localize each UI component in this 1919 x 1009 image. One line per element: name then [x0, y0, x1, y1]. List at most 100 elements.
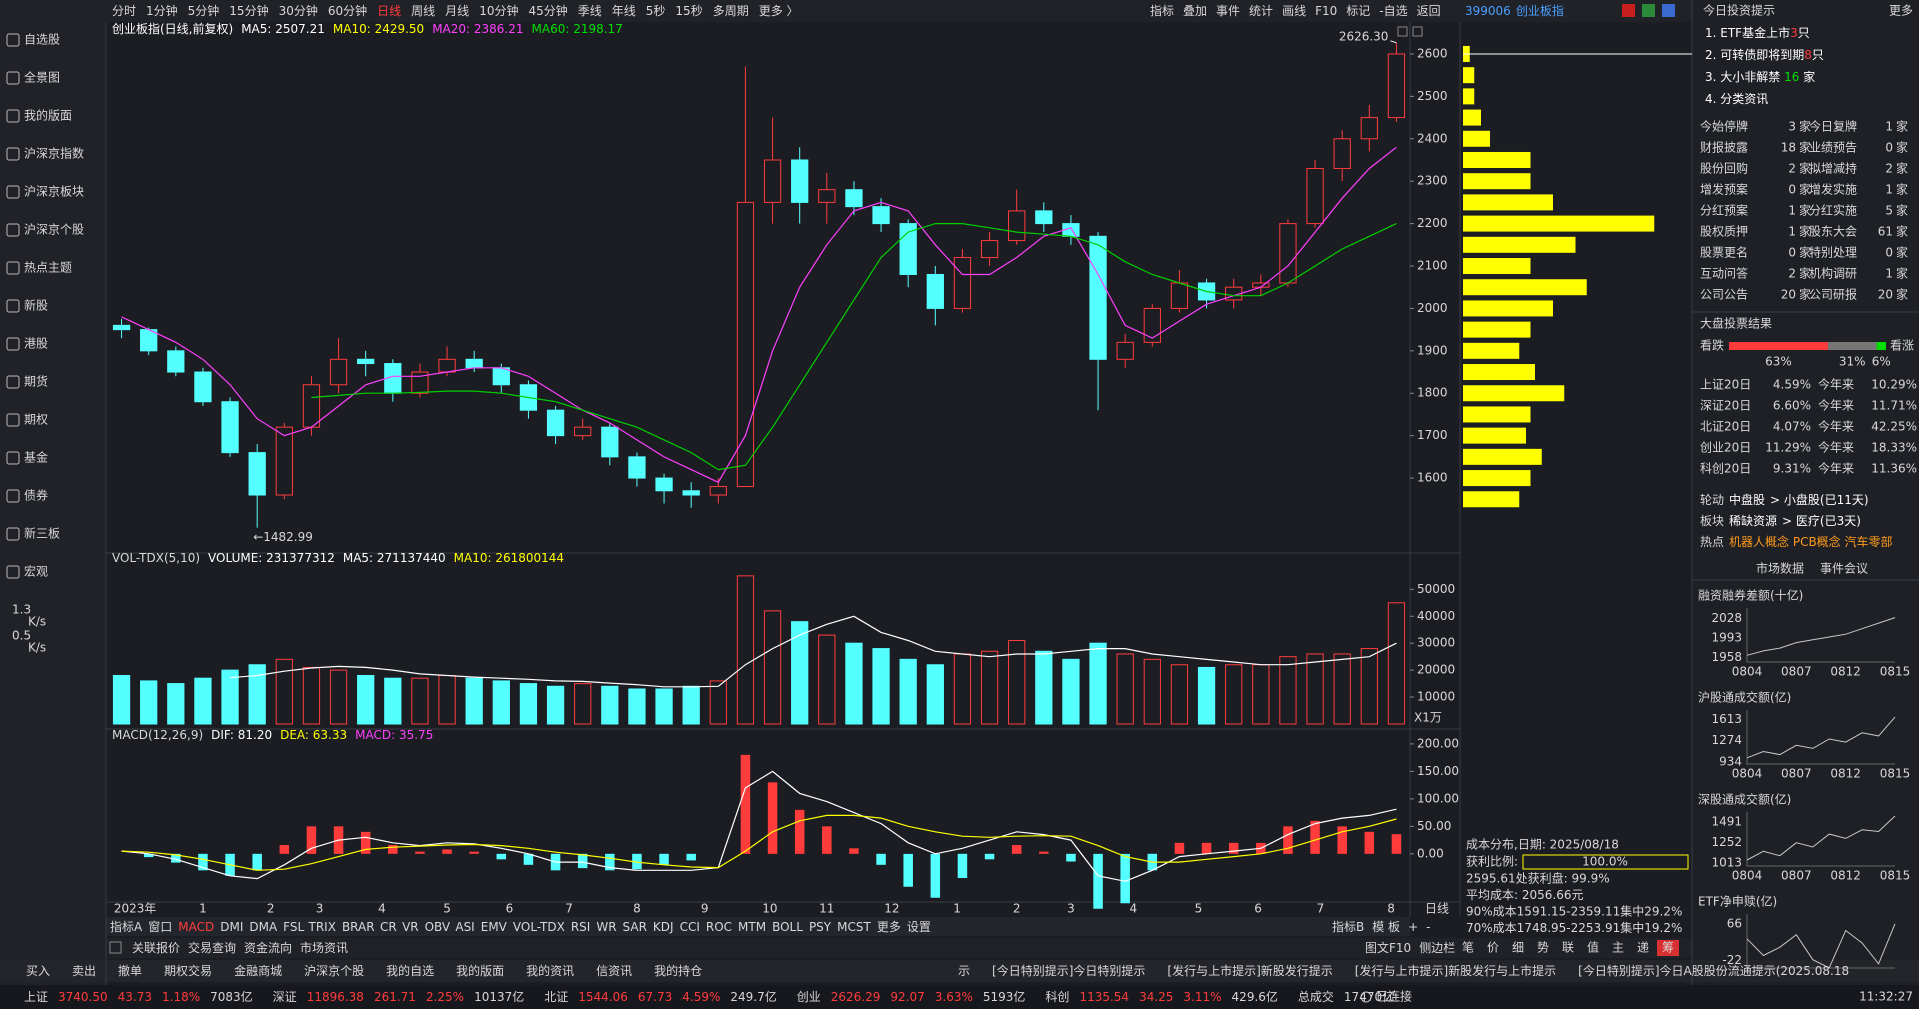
indicator-tab[interactable]: ROC [706, 920, 732, 934]
indicator-tab[interactable]: CCI [680, 920, 700, 934]
link[interactable]: 资金流向 [244, 940, 292, 955]
period-tab[interactable]: 10分钟 [479, 3, 518, 18]
link[interactable]: 市场资讯 [300, 940, 348, 955]
tool-button[interactable]: 事件 [1216, 4, 1240, 18]
news-item[interactable]: [今日特别提示]今日特别提示 [992, 963, 1145, 978]
indicator-tab[interactable]: 指标A [110, 919, 143, 934]
indicator-tab[interactable]: - [1426, 920, 1430, 934]
mini-tab[interactable]: 细 [1512, 941, 1524, 955]
mini-tab[interactable]: 价 [1487, 941, 1499, 955]
indicator-tab[interactable]: + [1408, 920, 1418, 934]
period-tab[interactable]: 45分钟 [528, 3, 567, 18]
mini-tab[interactable]: 值 [1587, 940, 1599, 955]
nav-item[interactable]: 新股 [24, 298, 48, 313]
indicator-tab[interactable]: 指标B [1332, 919, 1364, 934]
period-tab[interactable]: 15秒 [675, 4, 702, 18]
indicator-tab[interactable]: MACD [178, 920, 214, 934]
period-tab[interactable]: 多周期 [713, 4, 749, 18]
indicator-tab[interactable]: KDJ [653, 920, 674, 934]
trade-button[interactable]: 我的持仓 [654, 963, 702, 978]
trade-button[interactable]: 买入 [26, 964, 50, 978]
icon[interactable] [1622, 4, 1635, 17]
tool-button[interactable]: -自选 [1379, 4, 1407, 18]
trade-button[interactable]: 期权交易 [164, 963, 212, 978]
panel-tab[interactable]: 事件会议 [1820, 562, 1868, 576]
nav-item[interactable]: 自选股 [24, 33, 60, 47]
indicator-tab[interactable]: CR [380, 920, 396, 934]
indicator-tab[interactable]: TRIX [308, 920, 336, 934]
indicator-tab[interactable]: WR [596, 920, 616, 934]
nav-item[interactable]: 沪深京板块 [24, 185, 84, 199]
indicator-tab[interactable]: BOLL [772, 920, 803, 934]
period-tab[interactable]: 月线 [445, 4, 469, 18]
period-tab[interactable]: 1分钟 [146, 3, 178, 18]
window-button[interactable] [1397, 26, 1408, 37]
period-tab[interactable]: 分时 [112, 4, 136, 18]
link[interactable]: 关联报价 [132, 940, 180, 955]
mini-tab[interactable]: 笔 [1462, 940, 1474, 955]
trade-button[interactable]: 金融商城 [234, 963, 282, 978]
trade-button[interactable]: 我的资讯 [526, 963, 574, 978]
indicator-tab[interactable]: SAR [623, 920, 647, 934]
indicator-tab[interactable]: VR [402, 920, 419, 934]
panel-tab[interactable]: 市场数据 [1756, 561, 1804, 576]
indicator-tab[interactable]: OBV [425, 920, 451, 934]
link[interactable]: 侧边栏 [1419, 940, 1455, 955]
indicator-tab[interactable]: BRAR [342, 920, 374, 934]
indicator-tab[interactable]: PSY [809, 920, 832, 934]
link[interactable]: 交易查询 [188, 940, 236, 955]
indicator-tab[interactable]: ASI [455, 920, 474, 934]
icon[interactable] [1662, 4, 1675, 17]
indicator-tab[interactable]: 设置 [907, 920, 931, 934]
period-tab[interactable]: 日线 [377, 4, 401, 18]
indicator-tab[interactable]: MCST [837, 920, 871, 934]
tool-button[interactable]: 画线 [1282, 4, 1306, 18]
nav-item[interactable]: 期货 [24, 374, 48, 389]
news-item[interactable]: 示 [958, 964, 970, 978]
tool-button[interactable]: F10 [1315, 4, 1337, 18]
period-tab[interactable]: 季线 [578, 4, 602, 18]
mini-tab[interactable]: 主 [1612, 941, 1624, 955]
tool-button[interactable]: 返回 [1417, 4, 1441, 18]
indicator-tab[interactable]: 窗口 [148, 920, 172, 934]
nav-item[interactable]: 新三板 [24, 526, 60, 541]
indicator-tab[interactable]: DMA [249, 920, 278, 934]
nav-item[interactable]: 期权 [24, 413, 48, 427]
period-tab[interactable]: 5分钟 [188, 3, 220, 18]
period-tab[interactable]: 周线 [411, 4, 435, 18]
period-tab[interactable]: 更多 〉 [759, 4, 799, 18]
nav-item[interactable]: 港股 [24, 337, 48, 351]
indicator-tab[interactable]: 模 板 [1372, 920, 1400, 934]
nav-item[interactable]: 沪深京个股 [24, 223, 84, 237]
trade-button[interactable]: 信资讯 [596, 964, 632, 978]
nav-item[interactable]: 我的版面 [24, 108, 72, 123]
trade-button[interactable]: 沪深京个股 [304, 964, 364, 978]
indicator-tab[interactable]: EMV [481, 920, 508, 934]
period-tab[interactable]: 15分钟 [229, 3, 268, 18]
mini-tab[interactable]: 联 [1562, 941, 1574, 955]
trade-button[interactable]: 撤单 [118, 963, 142, 978]
nav-item[interactable]: 沪深京指数 [24, 146, 84, 161]
nav-item[interactable]: 宏观 [24, 564, 48, 579]
indicator-tab[interactable]: DMI [220, 920, 243, 934]
more-link[interactable]: 更多 [1889, 4, 1913, 18]
tool-button[interactable]: 指标 [1150, 3, 1174, 18]
window-button[interactable] [1412, 26, 1423, 37]
nav-item[interactable]: 基金 [24, 450, 48, 465]
indicator-tab[interactable]: 更多 [877, 920, 901, 934]
icon[interactable] [1642, 4, 1655, 17]
nav-item[interactable]: 债券 [24, 488, 48, 503]
news-item[interactable]: [今日特别提示]今日A股股份流通提示(2025.08.18 [1578, 963, 1849, 978]
trade-button[interactable]: 我的自选 [386, 963, 434, 978]
trade-button[interactable]: 我的版面 [456, 963, 504, 978]
indicator-tab[interactable]: MTM [738, 920, 766, 934]
period-tab[interactable]: 年线 [612, 4, 636, 18]
tool-button[interactable]: 统计 [1249, 4, 1273, 18]
link[interactable]: 图文F10 [1365, 940, 1411, 955]
mini-tab[interactable]: 筹 [1662, 941, 1674, 955]
mini-tab[interactable]: 势 [1537, 941, 1549, 955]
mini-tab[interactable]: 递 [1637, 941, 1649, 955]
news-item[interactable]: [发行与上市提示]新股发行与上市提示 [1355, 963, 1556, 978]
period-tab[interactable]: 5秒 [646, 4, 666, 18]
trade-button[interactable]: 卖出 [72, 964, 96, 978]
